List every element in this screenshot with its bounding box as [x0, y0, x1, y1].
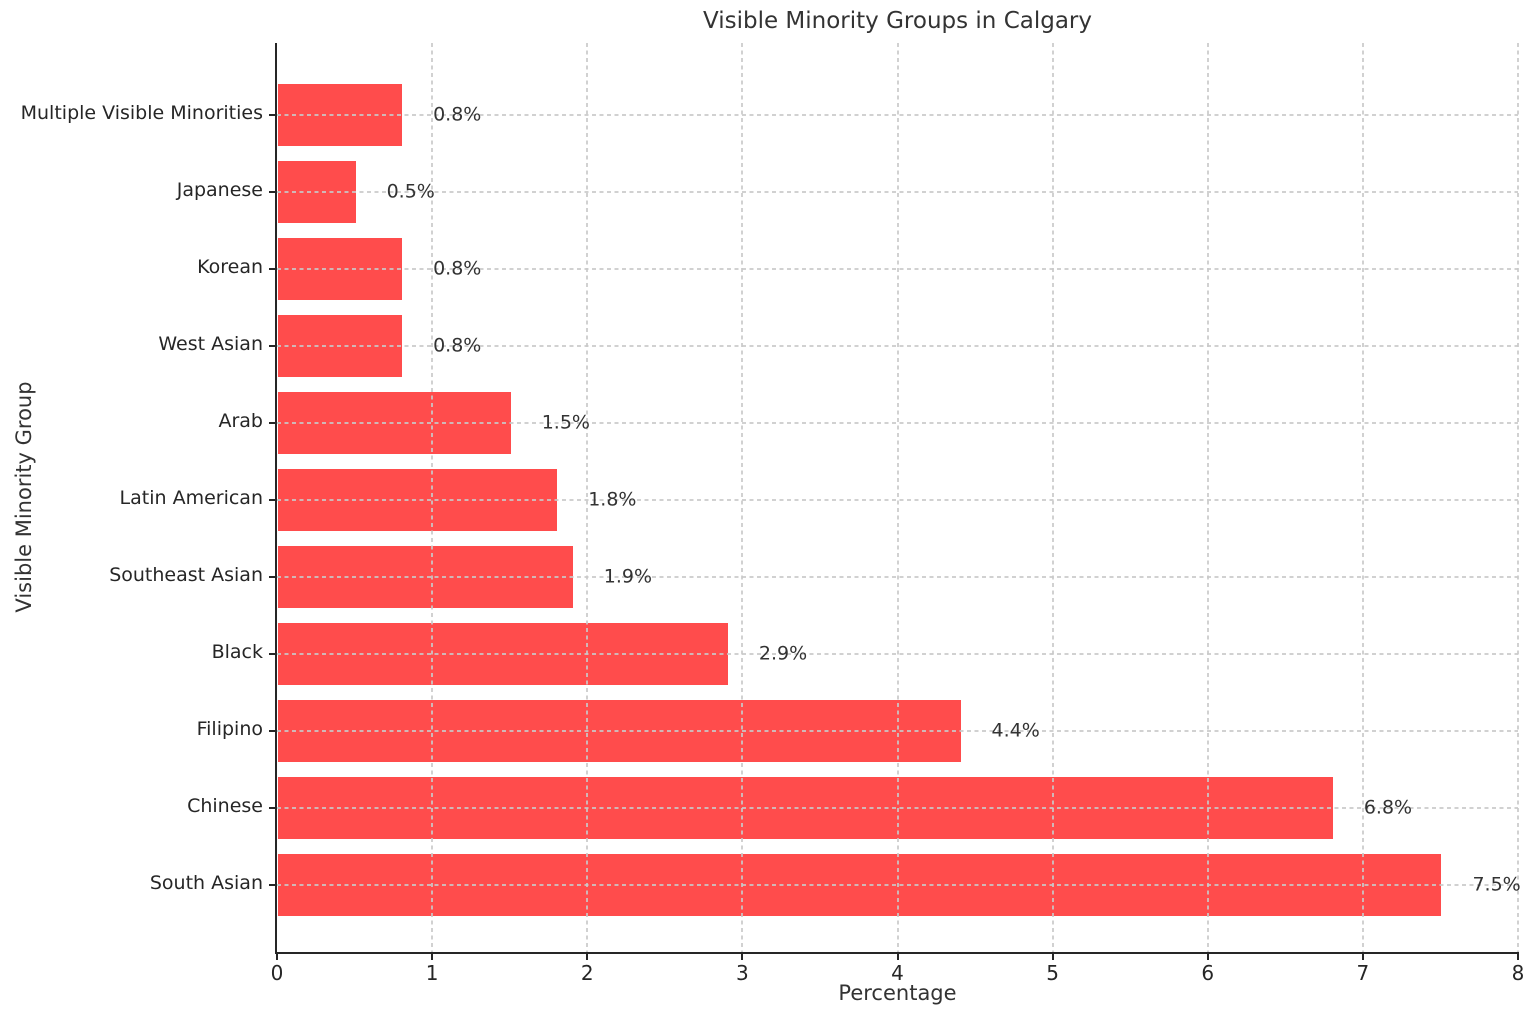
x-tick-mark [1361, 952, 1364, 960]
x-axis-label: Percentage [838, 981, 957, 1005]
gridline-horizontal [277, 575, 1518, 578]
gridline-horizontal [277, 421, 1518, 424]
y-tick-mark [269, 883, 277, 886]
y-axis-spine [275, 43, 277, 954]
x-tick-mark [1051, 952, 1054, 960]
x-tick-mark [741, 952, 744, 960]
x-tick-mark [276, 952, 278, 960]
y-tick-label-korean: Korean [197, 255, 263, 278]
y-tick-label-arab: Arab [218, 409, 263, 432]
x-tick-label-3: 3 [736, 961, 749, 985]
x-tick-mark [586, 952, 589, 960]
y-tick-mark [269, 806, 277, 809]
x-tick-label-2: 2 [580, 961, 594, 985]
gridline-horizontal [277, 883, 1518, 886]
x-tick-label-7: 7 [1356, 961, 1370, 985]
bar-value-label-latin-american: 1.8% [588, 488, 637, 511]
x-tick-mark [1517, 952, 1519, 960]
y-tick-mark [269, 113, 277, 116]
bar-value-label-chinese: 6.8% [1363, 796, 1413, 819]
chart-title: Visible Minority Groups in Calgary [702, 8, 1092, 34]
x-tick-label-4: 4 [891, 961, 904, 985]
y-tick-label-black: Black [211, 640, 263, 663]
x-tick-label-8: 8 [1511, 961, 1525, 985]
x-tick-label-6: 6 [1201, 961, 1215, 985]
gridline-horizontal [277, 498, 1518, 501]
y-tick-label-south-asian: South Asian [149, 871, 263, 894]
bar-value-label-southeast-asian: 1.9% [603, 565, 653, 588]
y-tick-mark [269, 267, 277, 270]
gridline-horizontal [277, 806, 1518, 809]
gridline-vertical [586, 43, 589, 952]
bar-value-label-black: 2.9% [758, 642, 808, 665]
x-tick-mark [896, 952, 899, 960]
gridline-horizontal [277, 652, 1518, 655]
y-tick-label-west-asian: West Asian [158, 332, 263, 355]
y-tick-mark [269, 498, 277, 501]
y-tick-label-multiple-visible-minorities: Multiple Visible Minorities [20, 101, 263, 124]
y-tick-mark [269, 652, 277, 655]
gridline-horizontal [277, 113, 1518, 116]
x-tick-mark [1206, 952, 1209, 960]
x-tick-label-1: 1 [425, 961, 439, 985]
gridline-vertical [741, 43, 744, 952]
gridline-horizontal [277, 344, 1518, 347]
y-tick-label-filipino: Filipino [196, 717, 263, 740]
gridline-vertical [431, 43, 434, 952]
bar-value-label-japanese: 0.5% [386, 180, 435, 203]
y-tick-mark [269, 421, 277, 424]
y-tick-mark [269, 190, 277, 193]
y-tick-label-japanese: Japanese [176, 178, 263, 201]
y-tick-mark [269, 344, 277, 347]
gridline-vertical [1051, 43, 1054, 952]
gridline-vertical [1206, 43, 1209, 952]
y-tick-label-chinese: Chinese [187, 794, 263, 817]
x-axis-spine [275, 952, 1518, 954]
bar-value-label-multiple-visible-minorities: 0.8% [433, 103, 482, 126]
gridline-horizontal [277, 190, 1518, 193]
gridline-vertical [896, 43, 899, 952]
y-tick-label-southeast-asian: Southeast Asian [109, 563, 263, 586]
x-tick-label-5: 5 [1046, 961, 1059, 985]
bar-value-label-west-asian: 0.8% [433, 334, 482, 357]
bar-value-label-filipino: 4.4% [991, 719, 1040, 742]
gridline-horizontal [277, 267, 1518, 270]
bar-value-label-south-asian: 7.5% [1472, 873, 1521, 896]
x-tick-mark [431, 952, 434, 960]
bar-value-label-arab: 1.5% [541, 411, 590, 434]
bar-value-label-korean: 0.8% [433, 257, 482, 280]
gridline-vertical [1517, 43, 1519, 952]
gridline-horizontal [277, 729, 1518, 732]
y-tick-mark [269, 575, 277, 578]
y-tick-mark [269, 729, 277, 732]
y-tick-label-latin-american: Latin American [119, 486, 263, 509]
x-tick-label-0: 0 [270, 961, 284, 985]
gridline-vertical [1361, 43, 1364, 952]
